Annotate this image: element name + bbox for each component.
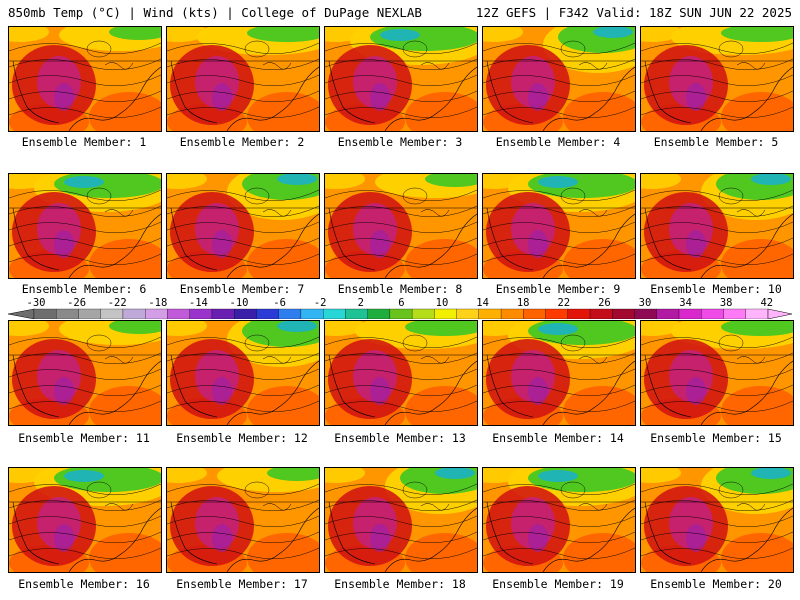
colorbar-tick-label: 42 — [760, 297, 774, 309]
colorbar-tick-label: 22 — [557, 297, 571, 309]
colorbar-tick-label: -2 — [313, 297, 327, 309]
ensemble-member-label: Ensemble Member: 2 — [179, 135, 305, 149]
colorbar-tick-label: 10 — [435, 297, 449, 309]
colorbar-tick-label: -26 — [67, 297, 87, 309]
ensemble-member-map — [8, 173, 162, 279]
ensemble-member-map — [640, 173, 794, 279]
ensemble-member-label: Ensemble Member: 16 — [18, 577, 150, 591]
colorbar-bin — [500, 308, 524, 319]
colorbar-bin — [723, 308, 746, 319]
ensemble-member-label: Ensemble Member: 6 — [21, 282, 147, 296]
colorbar-bin — [545, 308, 568, 319]
colorbar-bin — [211, 308, 235, 319]
temperature-colorbar — [7, 308, 793, 319]
colorbar-bin — [100, 308, 124, 319]
ensemble-member-map — [640, 26, 794, 132]
ensemble-member-map — [324, 467, 478, 573]
colorbar-bin — [656, 308, 680, 319]
ensemble-member-label: Ensemble Member: 3 — [337, 135, 463, 149]
model-valid-time: 12Z GEFS | F342 Valid: 18Z SUN JUN 22 20… — [475, 5, 792, 20]
colorbar-bin — [434, 308, 457, 319]
map-title: 850mb Temp (°C) | Wind (kts) | College o… — [8, 5, 422, 20]
colorbar-tick-label: 26 — [598, 297, 611, 309]
colorbar-bin — [345, 308, 368, 319]
colorbar-bin — [256, 308, 279, 319]
ensemble-member-label: Ensemble Member: 20 — [650, 577, 782, 591]
colorbar-bin — [145, 308, 168, 319]
colorbar-tick-label: 34 — [679, 297, 692, 309]
colorbar-bin — [411, 308, 435, 319]
ensemble-member-map — [166, 26, 320, 132]
colorbar-bin — [456, 308, 479, 319]
ensemble-member-map — [482, 26, 636, 132]
ensemble-member-map — [166, 320, 320, 426]
ensemble-member-map — [324, 173, 478, 279]
ensemble-member-map — [482, 173, 636, 279]
colorbar-bin — [33, 308, 57, 319]
ensemble-member-label: Ensemble Member: 8 — [337, 282, 463, 296]
ensemble-member-map — [8, 467, 162, 573]
colorbar-tick-label: 14 — [476, 297, 489, 309]
ensemble-member-label: Ensemble Member: 4 — [495, 135, 621, 149]
colorbar-bin — [300, 308, 324, 319]
colorbar-bin — [7, 308, 35, 319]
ensemble-member-map — [166, 173, 320, 279]
colorbar-tick-label: -30 — [26, 297, 46, 309]
colorbar-bin — [323, 308, 346, 319]
colorbar-bin — [589, 308, 613, 319]
ensemble-member-map — [640, 467, 794, 573]
colorbar-tick-label: -10 — [229, 297, 249, 309]
colorbar-tick-label: 30 — [638, 297, 652, 309]
colorbar-bin — [78, 308, 101, 319]
colorbar-bin — [523, 308, 546, 319]
ensemble-member-label: Ensemble Member: 13 — [334, 431, 466, 445]
colorbar-tick-label: 2 — [357, 297, 364, 309]
ensemble-member-label: Ensemble Member: 14 — [492, 431, 624, 445]
ensemble-member-map — [482, 467, 636, 573]
colorbar-bin — [278, 308, 302, 319]
colorbar-tick-label: -14 — [188, 297, 208, 309]
colorbar-bin — [612, 308, 635, 319]
colorbar-bin — [122, 308, 146, 319]
ensemble-member-label: Ensemble Member: 9 — [495, 282, 621, 296]
colorbar-bin — [701, 308, 724, 319]
colorbar-bin — [234, 308, 257, 319]
ensemble-member-label: Ensemble Member: 5 — [653, 135, 779, 149]
ensemble-member-label: Ensemble Member: 18 — [334, 577, 466, 591]
colorbar-tick-label: -22 — [107, 297, 127, 309]
colorbar-tick-label: 18 — [516, 297, 530, 309]
colorbar-bin — [367, 308, 391, 319]
colorbar-bin — [567, 308, 591, 319]
colorbar-bin — [634, 308, 657, 319]
ensemble-member-map — [166, 467, 320, 573]
colorbar-bin — [189, 308, 213, 319]
colorbar-bin — [745, 308, 769, 319]
ensemble-member-label: Ensemble Member: 15 — [650, 431, 782, 445]
colorbar-tick-label: -18 — [148, 297, 168, 309]
ensemble-member-map — [324, 26, 478, 132]
colorbar-bin — [767, 308, 793, 319]
ensemble-member-label: Ensemble Member: 11 — [18, 431, 150, 445]
colorbar-bin — [167, 308, 190, 319]
ensemble-member-map — [482, 320, 636, 426]
ensemble-member-label: Ensemble Member: 1 — [21, 135, 147, 149]
ensemble-member-label: Ensemble Member: 12 — [176, 431, 308, 445]
ensemble-member-label: Ensemble Member: 7 — [179, 282, 305, 296]
colorbar-bin — [389, 308, 413, 319]
colorbar-tick-label: 6 — [398, 297, 405, 309]
ensemble-member-label: Ensemble Member: 17 — [176, 577, 308, 591]
colorbar-tick-label: 38 — [719, 297, 733, 309]
colorbar-tick-label: -6 — [273, 297, 286, 309]
ensemble-member-map — [8, 26, 162, 132]
colorbar-bin — [56, 308, 79, 319]
ensemble-member-map — [640, 320, 794, 426]
colorbar-bin — [678, 308, 702, 319]
ensemble-member-label: Ensemble Member: 10 — [650, 282, 782, 296]
ensemble-member-map — [8, 320, 162, 426]
ensemble-member-map — [324, 320, 478, 426]
ensemble-member-label: Ensemble Member: 19 — [492, 577, 624, 591]
colorbar-bin — [478, 308, 502, 319]
